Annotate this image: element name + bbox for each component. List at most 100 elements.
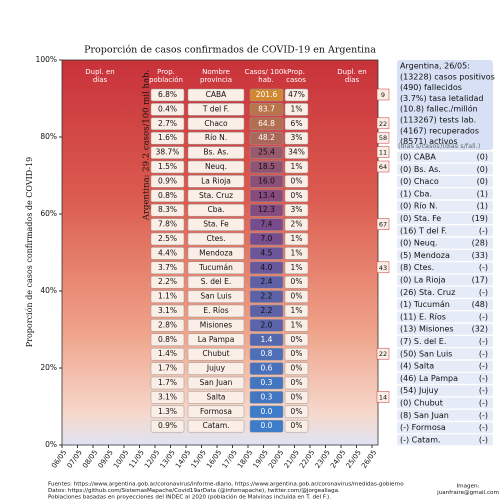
days-cell	[397, 311, 493, 323]
cases-share: 6%	[291, 119, 303, 128]
days-province: (13) Misiones	[400, 325, 454, 334]
days-cell	[397, 249, 493, 261]
cases-per-100k-cell	[249, 362, 284, 375]
cases-per-100k-cell	[249, 103, 284, 116]
population-cell	[150, 88, 185, 102]
days-deaths: (19)	[472, 214, 488, 223]
population-share: 1.4%	[158, 349, 177, 358]
population-share: 1.7%	[158, 364, 177, 373]
province-name: CABA	[206, 90, 228, 99]
cases-per-100k-cell	[249, 175, 284, 188]
province-cell	[187, 131, 245, 145]
province-cell	[187, 117, 245, 131]
cases-share-cell	[284, 218, 309, 231]
cases-per-100k: 2.2	[261, 306, 273, 315]
cases-share: 0%	[291, 392, 303, 401]
cases-share: 0%	[291, 364, 303, 373]
doubling-cell	[376, 347, 390, 360]
days-cell	[397, 176, 493, 188]
days-deaths: (-)	[479, 435, 488, 444]
chart-title: Proporción de casos confirmados de COVID…	[84, 45, 376, 56]
days-deaths: (1)	[477, 202, 488, 211]
population-cell	[150, 391, 185, 404]
population-share: 2.7%	[158, 119, 177, 128]
province-name: San Juan	[200, 378, 233, 387]
x-tick-label: 09/05	[97, 449, 115, 470]
cases-share: 1%	[291, 306, 303, 315]
cases-per-100k: 1.4	[261, 335, 273, 344]
summary-line: (3.7%) tasa letalidad	[400, 94, 483, 103]
population-share: 1.3%	[158, 407, 177, 416]
x-tick-label: 18/05	[236, 449, 254, 470]
days-cell	[397, 225, 493, 237]
cases-per-100k-cell	[249, 304, 284, 318]
province-name: Mendoza	[199, 248, 233, 257]
cases-share: 0%	[291, 407, 303, 416]
cases-share-cell	[284, 146, 309, 159]
province-cell	[187, 290, 245, 303]
days-deaths: (-)	[479, 312, 488, 321]
doubling-days: 64	[379, 163, 387, 171]
cases-share: 0%	[291, 378, 303, 387]
cases-share-cell	[284, 88, 309, 102]
population-cell	[150, 405, 185, 419]
cases-share: 0%	[291, 277, 303, 286]
cases-share: 1%	[291, 234, 303, 243]
cases-per-100k: 18.5	[258, 162, 275, 171]
days-province: (8) Ctes.	[400, 263, 434, 272]
province-cell	[187, 232, 245, 246]
y-tick-label: 80%	[40, 132, 57, 141]
population-cell	[150, 304, 185, 318]
days-province: (0) Chaco	[400, 177, 439, 186]
cases-share-cell	[284, 362, 309, 375]
footer-line: Fuentes: https://www.argentina.gob.ar/co…	[48, 482, 404, 488]
summary-line: (113267) tests lab.	[400, 116, 476, 125]
cases-per-100k-cell	[249, 189, 284, 203]
cases-per-100k: 201.6	[256, 90, 278, 99]
cases-share: 1%	[291, 320, 303, 329]
cases-share-cell	[284, 203, 309, 217]
days-deaths: (-)	[479, 362, 488, 371]
population-share: 6.8%	[158, 90, 177, 99]
population-share: 1.7%	[158, 378, 177, 387]
doubling-days: 43	[379, 264, 387, 272]
days-province: (0) CABA	[400, 153, 436, 162]
x-tick-label: 10/05	[112, 449, 130, 470]
population-cell	[150, 218, 185, 231]
cases-share-cell	[284, 275, 309, 289]
summary-line: (4167) recuperados	[400, 126, 479, 135]
province-cell	[187, 347, 245, 361]
population-cell	[150, 419, 185, 433]
cases-per-100k-cell	[249, 391, 284, 404]
cases-share: 1%	[291, 263, 303, 272]
days-deaths: (-)	[479, 337, 488, 346]
doubling-cell	[376, 117, 390, 130]
days-cell	[397, 409, 493, 421]
doubling-days: 58	[379, 134, 387, 142]
population-cell	[150, 347, 185, 361]
days-cell	[397, 213, 493, 224]
cases-share-cell	[284, 376, 309, 390]
rotated-note: Argentina: 29.2 casos/100 mil hab.	[142, 70, 152, 221]
cases-per-100k-cell	[249, 275, 284, 289]
days-cell	[397, 434, 493, 446]
x-tick-label: 11/05	[128, 449, 146, 470]
days-cell	[397, 151, 493, 163]
province-cell	[187, 247, 245, 260]
cases-share-cell	[284, 391, 309, 404]
days-cell	[397, 274, 493, 286]
cases-per-100k: 0.0	[261, 407, 273, 416]
cases-share-cell	[284, 261, 309, 275]
days-province: (0) La Rioja	[400, 276, 446, 285]
cases-share-cell	[284, 319, 309, 332]
credit-line: juanfraire@gmail.com	[436, 490, 499, 496]
cases-share: 0%	[291, 176, 303, 185]
doubling-days: 67	[379, 221, 387, 229]
days-deaths: (-)	[479, 374, 488, 383]
cases-per-100k-cell	[249, 376, 284, 390]
cases-share-cell	[284, 405, 309, 419]
population-share: 0.8%	[158, 335, 177, 344]
cases-share: 0%	[291, 335, 303, 344]
days-cell	[397, 348, 493, 360]
cases-per-100k: 16.0	[258, 176, 275, 185]
